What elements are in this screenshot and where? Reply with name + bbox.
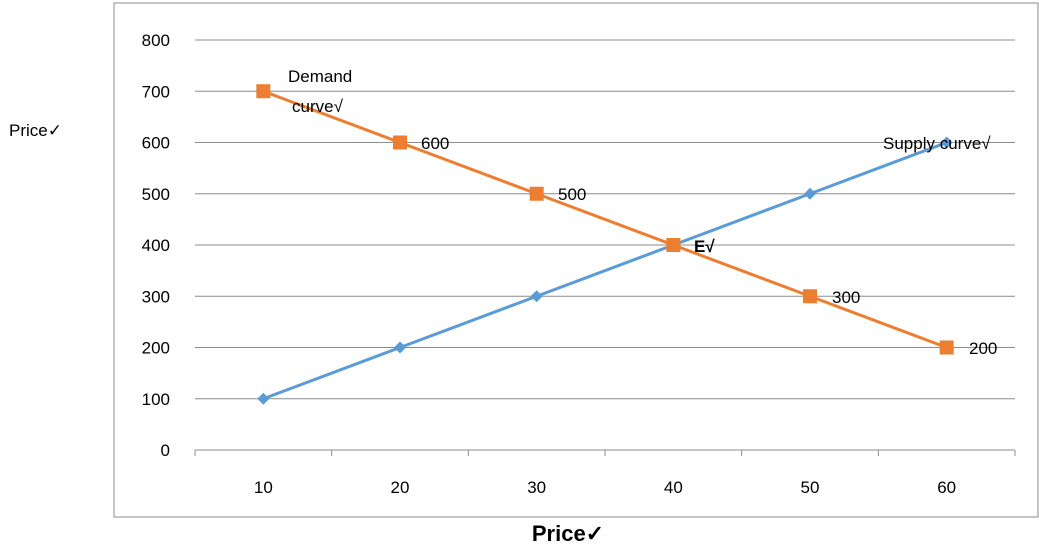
demand-marker bbox=[803, 289, 817, 304]
y-tick-label: 700 bbox=[142, 82, 170, 101]
y-tick-label: 600 bbox=[142, 134, 170, 153]
supply-marker bbox=[804, 187, 816, 200]
demand-marker bbox=[256, 84, 271, 99]
supply-line bbox=[262, 141, 948, 401]
x-tick-label: 50 bbox=[801, 478, 820, 497]
demand-marker bbox=[393, 135, 407, 150]
y-axis-ticks: 0 100 200 300 400 500 600 700 800 bbox=[142, 31, 170, 460]
supply-marker bbox=[394, 341, 406, 354]
demand-marker bbox=[666, 238, 681, 252]
demand-curve-label-line2: curve√ bbox=[292, 97, 344, 116]
chart-area-border bbox=[113, 2, 1039, 518]
demand-marker bbox=[529, 186, 544, 201]
y-tick-label: 200 bbox=[142, 339, 170, 358]
y-axis-label: Price✓ bbox=[9, 121, 62, 140]
y-tick-label: 100 bbox=[142, 390, 170, 409]
supply-marker bbox=[530, 290, 543, 303]
demand-line bbox=[262, 89, 948, 349]
supply-marker bbox=[257, 392, 270, 405]
gridlines bbox=[195, 39, 1015, 400]
series-layer bbox=[256, 84, 954, 405]
data-label-200: 200 bbox=[969, 339, 997, 358]
equilibrium-label: E√ bbox=[694, 237, 715, 256]
y-tick-label: 800 bbox=[142, 31, 170, 50]
data-label-500: 500 bbox=[558, 185, 586, 204]
x-axis-label: Price✓ bbox=[532, 521, 604, 546]
x-tick-label: 60 bbox=[937, 478, 956, 497]
x-tick-label: 10 bbox=[254, 478, 273, 497]
x-axis-ticks: 10 20 30 40 50 60 bbox=[254, 478, 956, 497]
data-label-300: 300 bbox=[832, 288, 860, 307]
y-tick-label: 500 bbox=[142, 185, 170, 204]
x-tick-label: 40 bbox=[664, 478, 683, 497]
supply-marker bbox=[940, 136, 953, 149]
x-axis bbox=[194, 449, 1016, 456]
demand-marker bbox=[939, 340, 954, 355]
y-tick-label: 400 bbox=[142, 236, 170, 255]
y-tick-label: 0 bbox=[161, 441, 170, 460]
x-tick-label: 30 bbox=[527, 478, 546, 497]
y-tick-label: 300 bbox=[142, 287, 170, 306]
demand-curve-label-line1: Demand bbox=[288, 67, 352, 86]
x-tick-label: 20 bbox=[391, 478, 410, 497]
data-label-600: 600 bbox=[421, 134, 449, 153]
supply-curve-label: Supply curve√ bbox=[883, 134, 991, 153]
